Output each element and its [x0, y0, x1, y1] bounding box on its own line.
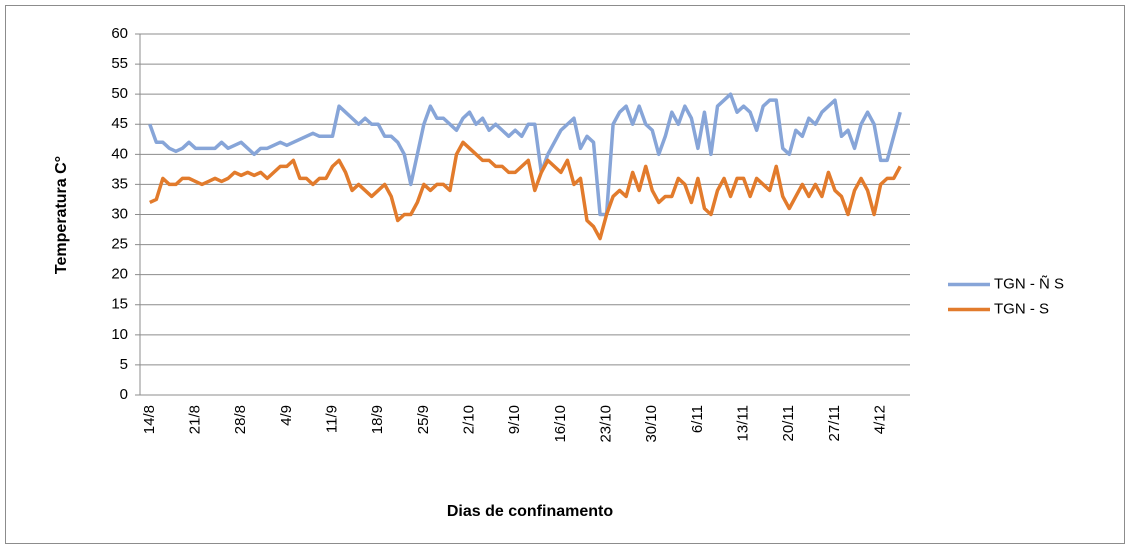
y-tick-label: 25 — [111, 236, 128, 253]
x-tick-label: 20/11 — [780, 405, 797, 441]
y-tick-label: 55 — [111, 55, 128, 72]
x-tick-label: 30/10 — [643, 405, 660, 443]
y-tick-label: 50 — [111, 85, 128, 102]
x-tick-label: 28/8 — [232, 405, 249, 434]
legend-label: TGN - S — [994, 300, 1049, 317]
x-tick-label: 13/11 — [735, 405, 752, 441]
y-tick-label: 0 — [120, 386, 128, 403]
y-tick-label: 20 — [111, 266, 128, 283]
y-tick-label: 40 — [111, 145, 128, 162]
legend-label: TGN - Ñ S — [994, 275, 1064, 292]
y-axis-title: Temperatura C° — [53, 156, 70, 274]
y-tick-label: 5 — [120, 356, 128, 373]
x-tick-label: 18/9 — [369, 405, 386, 434]
y-tick-label: 35 — [111, 175, 128, 192]
x-tick-label: 4/12 — [872, 405, 889, 434]
x-tick-label: 11/9 — [323, 405, 340, 433]
x-tick-label: 4/9 — [278, 405, 295, 426]
x-tick-label: 25/9 — [415, 405, 432, 434]
x-tick-label: 14/8 — [141, 405, 158, 434]
x-tick-label: 6/11 — [689, 405, 706, 433]
x-tick-label: 9/10 — [506, 405, 523, 434]
y-tick-label: 15 — [111, 296, 128, 313]
y-tick-label: 45 — [111, 115, 128, 132]
x-tick-label: 16/10 — [552, 405, 569, 443]
x-tick-label: 23/10 — [598, 405, 615, 443]
x-tick-label: 2/10 — [461, 405, 478, 434]
series-line — [149, 140, 902, 241]
y-tick-label: 60 — [111, 25, 128, 42]
x-tick-label: 27/11 — [826, 405, 843, 441]
x-axis-title: Dias de confinamento — [447, 503, 613, 520]
x-tick-label: 21/8 — [186, 405, 203, 434]
y-tick-label: 30 — [111, 205, 128, 222]
series-line — [148, 92, 902, 217]
y-tick-label: 10 — [111, 326, 128, 343]
